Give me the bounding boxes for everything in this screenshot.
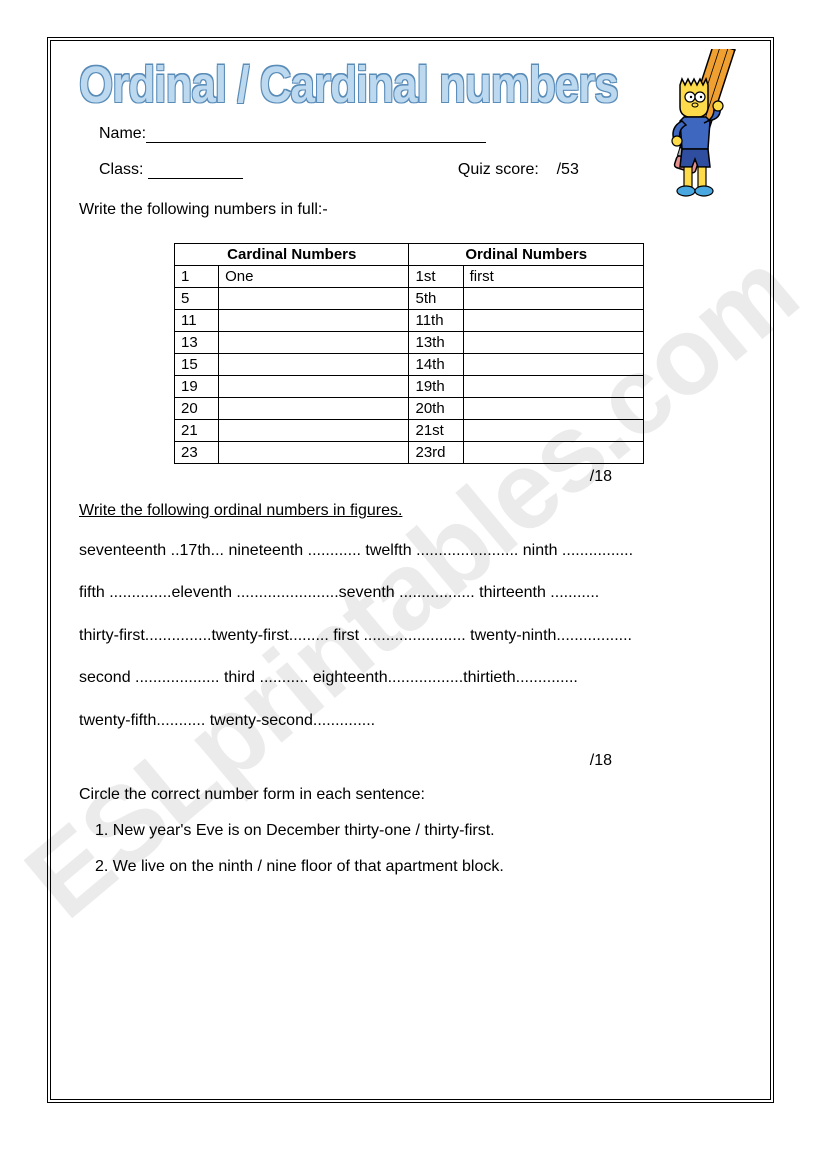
table-row: 11 11th <box>175 310 644 332</box>
table-row: 20 20th <box>175 398 644 420</box>
ordinal-num-cell: 21st <box>409 420 463 442</box>
instruction-3: Circle the correct number form in each s… <box>79 786 742 804</box>
cardinal-num-cell: 20 <box>175 398 219 420</box>
table-row: 21 21st <box>175 420 644 442</box>
cardinal-num-cell: 21 <box>175 420 219 442</box>
cardinal-word-cell[interactable] <box>219 420 409 442</box>
ordinal-word-cell[interactable] <box>463 376 643 398</box>
ordinal-num-cell: 23rd <box>409 442 463 464</box>
ordinal-word-cell[interactable] <box>463 442 643 464</box>
figures-line-4: second ................... third .......… <box>79 667 742 689</box>
ordinal-word-cell[interactable] <box>463 420 643 442</box>
section-score-2: /18 <box>79 752 742 770</box>
cardinal-word-cell[interactable] <box>219 332 409 354</box>
cardinal-num-cell: 15 <box>175 354 219 376</box>
instruction-2: Write the following ordinal numbers in f… <box>79 502 742 520</box>
figures-line-5: twenty-fifth........... twenty-second...… <box>79 710 742 732</box>
name-label: Name: <box>99 125 146 142</box>
ordinal-num-cell: 14th <box>409 354 463 376</box>
cardinal-word-cell[interactable] <box>219 354 409 376</box>
page: Ordinal / Cardinal numbers <box>0 0 821 1140</box>
table-row: 13 13th <box>175 332 644 354</box>
cardinal-num-cell: 11 <box>175 310 219 332</box>
quiz-score-label: Quiz score: <box>458 161 539 178</box>
table-row: 23 23rd <box>175 442 644 464</box>
table-row: 1One1stfirst <box>175 266 644 288</box>
table-header-ordinal: Ordinal Numbers <box>409 244 644 266</box>
cardinal-num-cell: 23 <box>175 442 219 464</box>
name-blank[interactable] <box>146 129 486 143</box>
page-title: Ordinal / Cardinal numbers <box>79 57 742 115</box>
section-score-1: /18 <box>79 468 742 486</box>
table-row: 5 5th <box>175 288 644 310</box>
table-row: 19 19th <box>175 376 644 398</box>
ordinal-word-cell[interactable] <box>463 332 643 354</box>
ordinal-num-cell: 5th <box>409 288 463 310</box>
ordinal-num-cell: 11th <box>409 310 463 332</box>
class-label: Class: <box>99 161 143 178</box>
content-frame: Ordinal / Cardinal numbers <box>50 40 771 1100</box>
ordinal-word-cell[interactable]: first <box>463 266 643 288</box>
class-blank[interactable] <box>148 165 243 179</box>
numbers-table: Cardinal Numbers Ordinal Numbers 1One1st… <box>174 243 644 464</box>
ordinal-word-cell[interactable] <box>463 398 643 420</box>
cardinal-word-cell[interactable] <box>219 310 409 332</box>
name-field-row: Name: <box>99 125 742 143</box>
cardinal-word-cell[interactable]: One <box>219 266 409 288</box>
cardinal-num-cell: 19 <box>175 376 219 398</box>
cardinal-word-cell[interactable] <box>219 376 409 398</box>
instruction-1: Write the following numbers in full:- <box>79 201 742 219</box>
cardinal-num-cell: 5 <box>175 288 219 310</box>
figures-line-1: seventeenth ..17th... nineteenth .......… <box>79 540 742 562</box>
quiz-score-total: /53 <box>557 161 579 178</box>
ordinal-num-cell: 1st <box>409 266 463 288</box>
figures-line-2: fifth ..............eleventh ...........… <box>79 582 742 604</box>
class-score-row: Class: Quiz score: /53 <box>99 161 742 179</box>
table-row: 15 14th <box>175 354 644 376</box>
ordinal-num-cell: 19th <box>409 376 463 398</box>
cardinal-num-cell: 13 <box>175 332 219 354</box>
ordinal-word-cell[interactable] <box>463 288 643 310</box>
ordinal-word-cell[interactable] <box>463 310 643 332</box>
ordinal-num-cell: 13th <box>409 332 463 354</box>
cardinal-word-cell[interactable] <box>219 398 409 420</box>
ordinal-word-cell[interactable] <box>463 354 643 376</box>
sentence-1: 1. New year's Eve is on December thirty-… <box>113 822 742 840</box>
cardinal-word-cell[interactable] <box>219 442 409 464</box>
cardinal-word-cell[interactable] <box>219 288 409 310</box>
table-header-cardinal: Cardinal Numbers <box>175 244 409 266</box>
cartoon-bart-pencil <box>650 49 760 209</box>
cardinal-num-cell: 1 <box>175 266 219 288</box>
ordinal-num-cell: 20th <box>409 398 463 420</box>
sentence-2: 2. We live on the ninth / nine floor of … <box>113 858 742 876</box>
figures-line-3: thirty-first...............twenty-first.… <box>79 625 742 647</box>
